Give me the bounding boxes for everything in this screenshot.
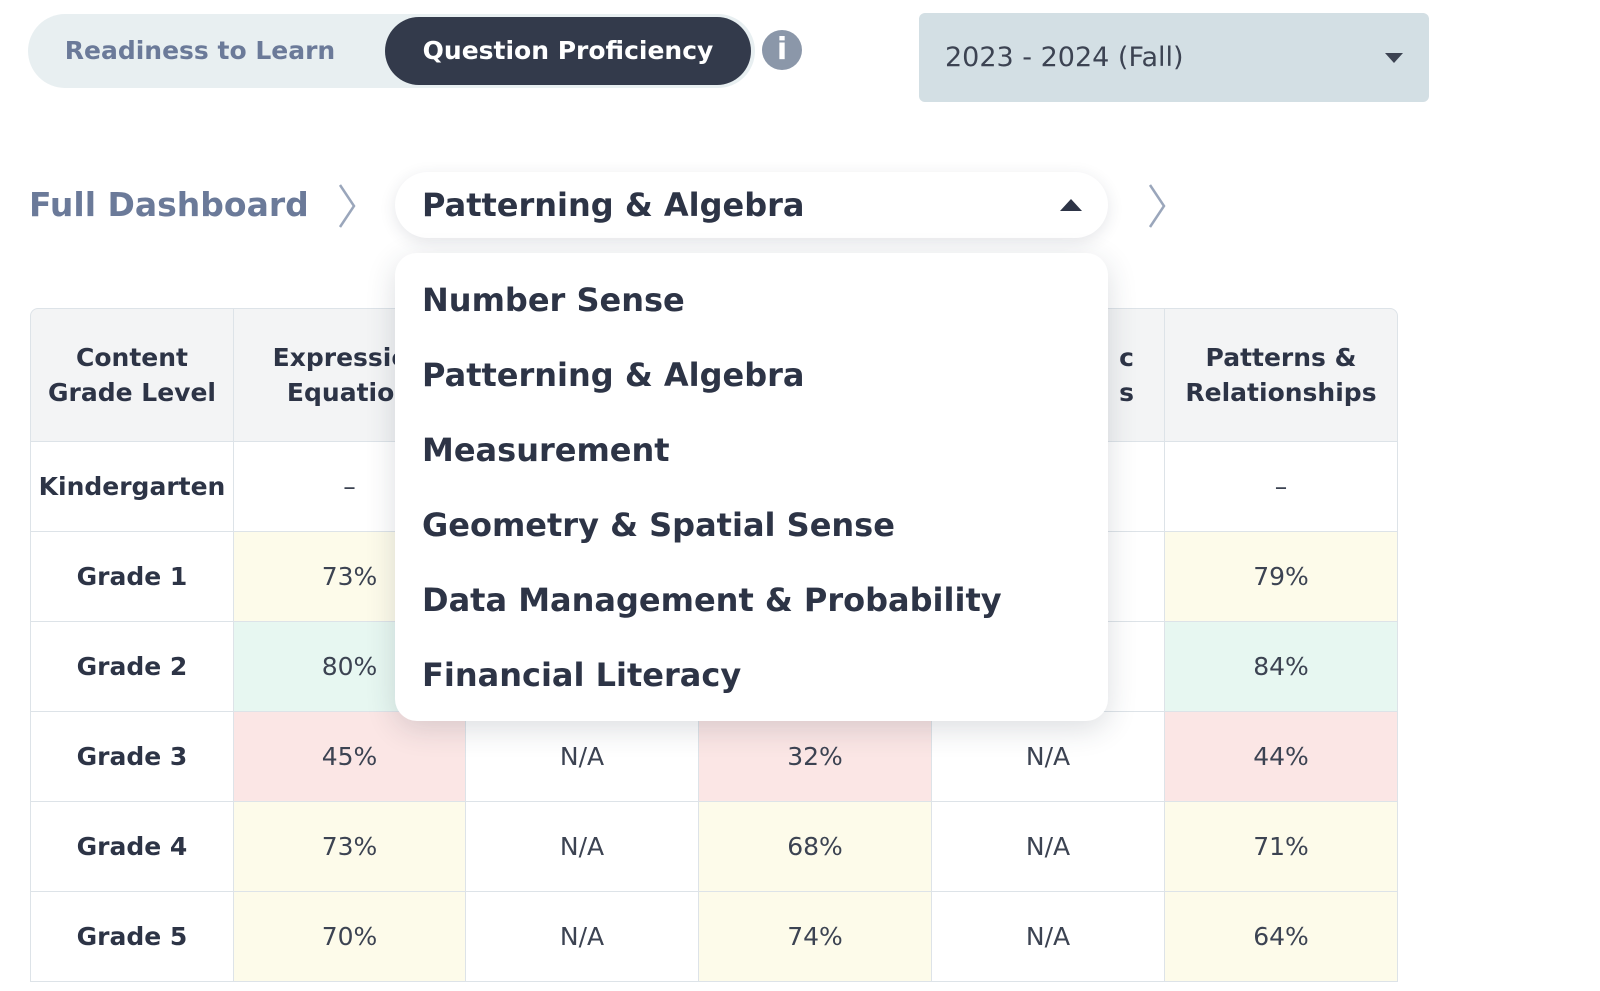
header-text: c [1119, 343, 1134, 372]
data-cell: 73% [233, 801, 466, 892]
data-cell: 84% [1164, 621, 1398, 712]
header-text: Content [76, 343, 188, 372]
data-cell: 68% [698, 801, 932, 892]
header-text: Patterns & [1205, 343, 1357, 372]
dropdown-option[interactable]: Data Management & Probability [422, 581, 1002, 619]
dropdown-menu: Number Sense Patterning & Algebra Measurem… [395, 253, 1108, 721]
data-cell: N/A [931, 801, 1165, 892]
data-cell: – [1164, 441, 1398, 532]
dropdown-option[interactable]: Measurement [422, 431, 670, 469]
data-cell: 64% [1164, 891, 1398, 982]
header-text: s [1119, 378, 1134, 407]
info-icon[interactable]: i [762, 30, 802, 70]
data-cell: 32% [698, 711, 932, 802]
dropdown-option[interactable]: Patterning & Algebra [422, 356, 805, 394]
row-header: Grade 4 [30, 801, 234, 892]
header-cell: Content Grade Level [30, 308, 234, 442]
chevron [1148, 184, 1166, 228]
row-header: Grade 2 [30, 621, 234, 712]
chevron [338, 184, 356, 228]
data-cell: N/A [931, 711, 1165, 802]
data-cell: 74% [698, 891, 932, 982]
dropdown-button[interactable]: Patterning & Algebra [395, 172, 1108, 238]
data-cell: 45% [233, 711, 466, 802]
tab-active[interactable]: Question Proficiency [385, 17, 751, 85]
data-cell: N/A [465, 891, 699, 982]
data-cell: N/A [465, 711, 699, 802]
header-text: Grade Level [48, 378, 216, 407]
term-select[interactable]: 2023 - 2024 (Fall) [919, 13, 1429, 102]
data-cell: 79% [1164, 531, 1398, 622]
data-cell: N/A [465, 801, 699, 892]
breadcrumb-root[interactable]: Full Dashboard [29, 185, 309, 224]
row-header: Grade 5 [30, 891, 234, 982]
tab-group: Readiness to Learn Question Proficiency [28, 14, 755, 88]
data-cell: N/A [931, 891, 1165, 982]
caret-down [1385, 53, 1403, 63]
dropdown-option[interactable]: Financial Literacy [422, 656, 742, 694]
header-text: Relationships [1185, 378, 1377, 407]
row-header: Grade 3 [30, 711, 234, 802]
dropdown-option[interactable]: Geometry & Spatial Sense [422, 506, 895, 544]
row-header: Grade 1 [30, 531, 234, 622]
data-cell: 71% [1164, 801, 1398, 892]
data-cell: 44% [1164, 711, 1398, 802]
data-cell: 70% [233, 891, 466, 982]
header-text: Equation [286, 378, 413, 407]
dropdown-option[interactable]: Number Sense [422, 281, 685, 319]
header-cell: Patterns & Relationships [1164, 308, 1398, 442]
row-header: Kindergarten [30, 441, 234, 532]
caret-up [1060, 199, 1082, 211]
select-value: 2023 - 2024 (Fall) [945, 42, 1184, 73]
tab[interactable]: Readiness to Learn [64, 36, 336, 65]
dropdown-value: Patterning & Algebra [422, 186, 805, 224]
